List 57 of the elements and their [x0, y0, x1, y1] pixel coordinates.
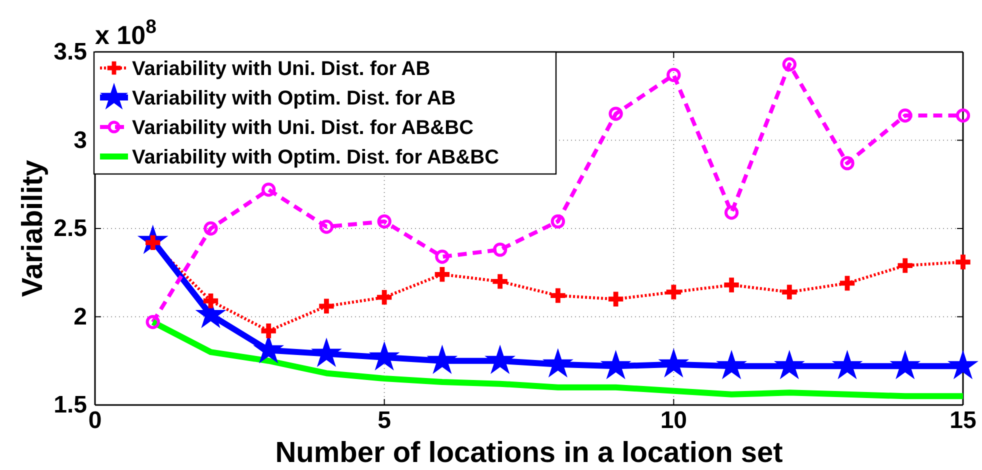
- point: [550, 214, 566, 229]
- point: [724, 278, 739, 292]
- y-tick-label: 2.5: [54, 215, 87, 242]
- point: [666, 284, 682, 300]
- point: [550, 288, 566, 303]
- point: [601, 351, 630, 378]
- point: [774, 351, 804, 378]
- point: [608, 106, 623, 121]
- point: [377, 214, 392, 229]
- point: [492, 242, 508, 257]
- point: [898, 108, 912, 123]
- point: [898, 258, 912, 273]
- point: [370, 342, 399, 370]
- y-axis-title: Variability: [17, 160, 49, 298]
- y-tick-label: 2: [74, 303, 87, 330]
- y-tick-label: 3: [74, 126, 87, 154]
- point: [376, 290, 392, 305]
- point: [608, 292, 624, 306]
- y-tick-label: 1.5: [54, 392, 87, 419]
- point: [486, 346, 514, 374]
- x-tick-label: 10: [660, 407, 688, 434]
- point: [203, 294, 218, 308]
- legend-label: Variability with Uni. Dist. for AB&BC: [132, 117, 474, 139]
- point: [840, 156, 854, 170]
- point: [428, 346, 457, 374]
- point: [204, 221, 218, 236]
- point: [782, 284, 797, 300]
- point: [948, 351, 978, 378]
- point: [492, 274, 508, 289]
- point: [956, 108, 970, 123]
- text: x 10$^{8}$: [95, 16, 157, 50]
- point: [544, 349, 572, 377]
- point: [666, 68, 681, 82]
- y-tick-label: 3.5: [54, 38, 87, 66]
- point: [435, 250, 450, 264]
- legend-label: Variability with Uni. Dist. for AB: [132, 58, 430, 80]
- point: [840, 276, 855, 291]
- x-axis-title: Number of locations in a location set: [275, 437, 784, 469]
- point: [261, 324, 276, 338]
- point: [146, 314, 160, 330]
- legend-label: Variability with Optim. Dist. for AB: [132, 88, 456, 110]
- point: [724, 206, 739, 220]
- point: [434, 267, 450, 282]
- point: [890, 351, 920, 378]
- x-tick-label: 5: [378, 407, 392, 434]
- point: [717, 351, 746, 378]
- point: [782, 57, 796, 72]
- point: [319, 298, 334, 314]
- point: [956, 254, 970, 270]
- point: [319, 220, 334, 234]
- point: [659, 349, 688, 377]
- point: [312, 338, 341, 366]
- x-tick-label: 0: [88, 407, 102, 434]
- x-tick-label: 15: [950, 407, 976, 434]
- point: [262, 182, 276, 197]
- point: [832, 351, 862, 378]
- legend-label: Variability with Optim. Dist. for AB&BC: [132, 146, 500, 168]
